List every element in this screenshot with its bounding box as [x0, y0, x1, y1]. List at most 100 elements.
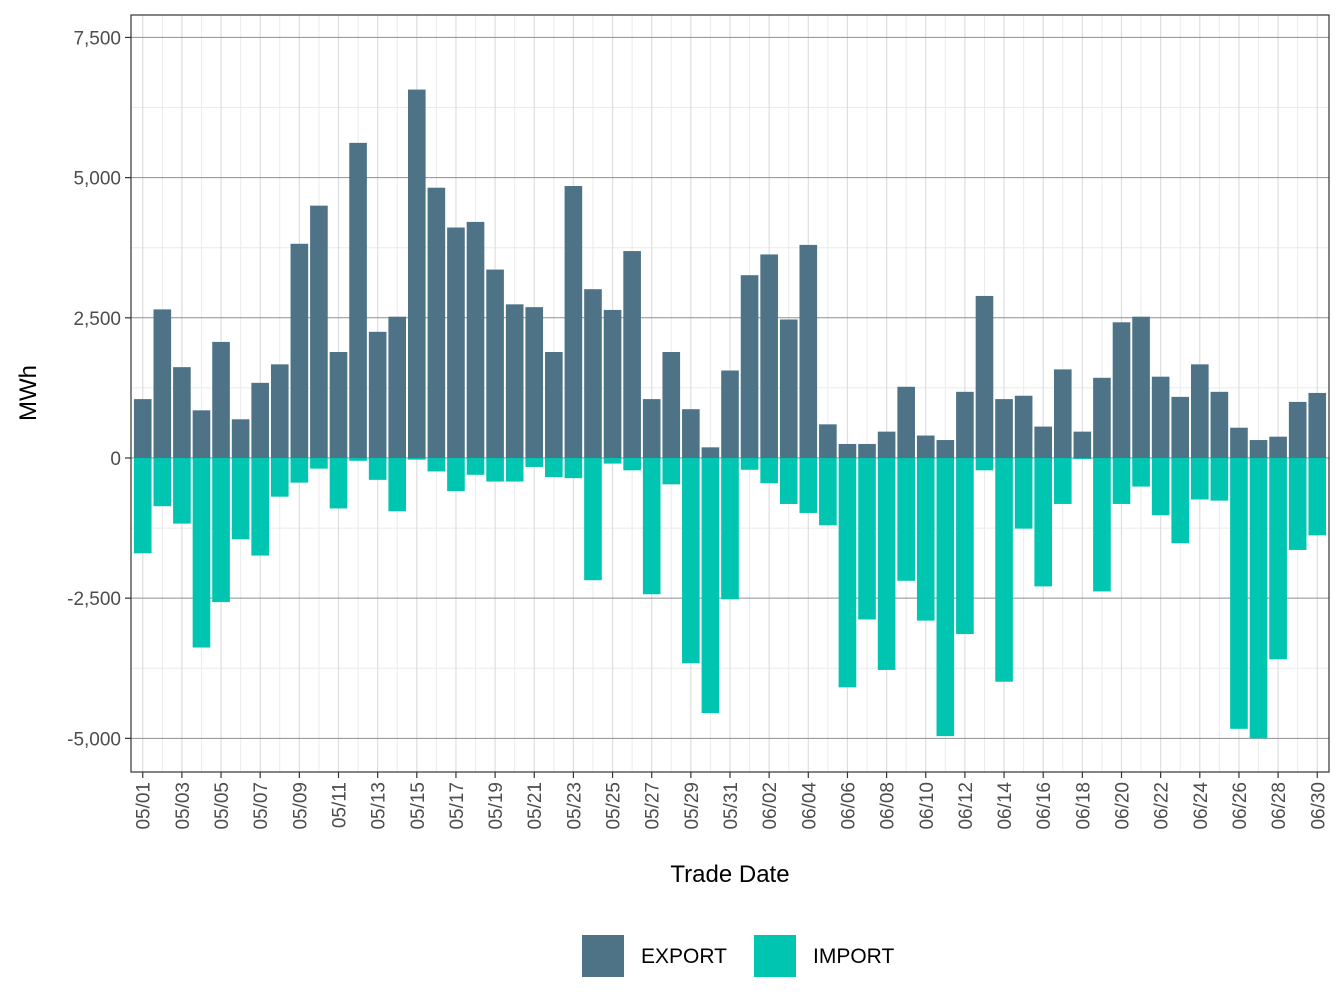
x-tick-label: 05/09	[290, 782, 311, 830]
bar-export-05-22	[545, 352, 563, 458]
bar-import-05-06	[231, 457, 250, 540]
bar-import-06-27	[1249, 457, 1268, 739]
bar-export-06-28	[1269, 436, 1287, 458]
x-tick-label: 06/30	[1308, 782, 1329, 830]
x-tick-label: 05/13	[369, 782, 390, 830]
y-tick-label: -2,500	[67, 589, 121, 610]
bar-export-05-05	[212, 341, 230, 458]
bar-import-06-16	[1034, 457, 1053, 587]
bar-import-05-27	[642, 457, 661, 595]
bar-import-05-22	[545, 457, 563, 478]
bar-import-05-09	[290, 457, 309, 483]
bar-import-05-23	[564, 457, 583, 479]
bars	[133, 89, 1327, 739]
bar-import-06-17	[1053, 457, 1072, 504]
bar-import-06-09	[897, 457, 915, 581]
bar-export-06-27	[1249, 440, 1268, 458]
bar-export-06-03	[779, 319, 798, 458]
bar-import-05-12	[349, 457, 367, 461]
x-tick-label: 06/04	[799, 782, 820, 830]
bar-export-06-06	[838, 443, 857, 458]
bar-import-06-11	[936, 457, 955, 737]
bar-export-06-29	[1288, 401, 1307, 458]
bar-export-06-10	[916, 435, 935, 458]
x-tick-label: 06/06	[838, 782, 859, 830]
bar-import-06-21	[1132, 457, 1150, 487]
legend-label-import: IMPORT	[813, 945, 894, 968]
x-tick-label: 06/02	[760, 782, 781, 830]
bar-export-05-23	[564, 186, 583, 458]
bar-import-06-20	[1112, 457, 1131, 504]
y-tick-label: 2,500	[73, 309, 121, 330]
bar-export-05-16	[427, 187, 446, 458]
bar-import-06-04	[799, 457, 818, 513]
bar-export-06-07	[858, 443, 876, 458]
bar-export-06-17	[1053, 369, 1072, 458]
bar-export-06-12	[956, 391, 974, 458]
bar-import-06-12	[956, 457, 974, 635]
bar-import-05-04	[192, 457, 211, 648]
bar-import-06-07	[858, 457, 876, 620]
bar-export-05-30	[701, 447, 720, 458]
bar-export-06-08	[877, 431, 896, 458]
y-axis: -5,000 -2,500 0 2,500 5,000 7,500	[67, 28, 131, 750]
x-tick-label: 06/20	[1113, 782, 1134, 830]
legend-label-export: EXPORT	[641, 945, 727, 968]
x-axis-title: Trade Date	[670, 861, 789, 888]
bar-import-06-26	[1230, 457, 1248, 729]
bar-import-06-13	[975, 457, 994, 471]
x-tick-label: 05/05	[212, 782, 233, 830]
x-tick-label: 05/19	[486, 782, 507, 830]
bar-import-05-16	[427, 457, 446, 472]
bar-export-06-18	[1073, 431, 1092, 458]
bar-export-05-28	[662, 352, 681, 458]
bar-export-06-11	[936, 440, 955, 458]
x-tick-label: 05/27	[643, 782, 664, 830]
bar-import-05-20	[505, 457, 524, 482]
bar-import-06-14	[995, 457, 1013, 682]
legend: EXPORT IMPORT	[582, 935, 894, 977]
bar-import-06-22	[1151, 457, 1170, 516]
bar-export-05-14	[388, 316, 407, 458]
bar-import-05-25	[603, 457, 622, 464]
x-tick-label: 05/21	[525, 782, 546, 830]
x-tick-label: 05/29	[682, 782, 703, 830]
x-tick-label: 05/17	[447, 782, 468, 830]
bar-import-05-03	[173, 457, 191, 524]
bar-export-05-03	[173, 367, 191, 458]
bar-import-05-26	[623, 457, 641, 471]
bar-export-05-25	[603, 309, 622, 458]
bar-import-05-30	[701, 457, 720, 714]
bar-import-05-14	[388, 457, 407, 512]
x-tick-label: 06/08	[878, 782, 899, 830]
x-tick-label: 05/31	[721, 782, 742, 830]
bar-export-05-27	[642, 399, 661, 458]
bar-import-05-31	[721, 457, 739, 600]
bar-import-05-13	[368, 457, 387, 480]
x-tick-label: 05/03	[173, 782, 194, 830]
x-tick-label: 05/07	[251, 782, 272, 830]
bar-export-06-30	[1308, 392, 1327, 458]
bar-import-05-29	[682, 457, 700, 664]
bar-import-05-11	[329, 457, 348, 509]
y-tick-label: 0	[110, 449, 121, 470]
bar-export-06-23	[1171, 396, 1190, 458]
bar-export-05-21	[525, 307, 544, 458]
bar-export-06-19	[1093, 377, 1111, 458]
bar-export-06-14	[995, 399, 1013, 458]
bar-export-05-04	[192, 410, 211, 458]
bar-import-05-24	[584, 457, 602, 581]
bar-export-05-09	[290, 243, 309, 458]
bar-export-06-09	[897, 386, 915, 458]
bar-import-06-19	[1093, 457, 1111, 592]
bar-import-05-21	[525, 457, 544, 467]
x-tick-label: 06/10	[917, 782, 938, 830]
bar-import-06-24	[1190, 457, 1209, 500]
bar-import-06-23	[1171, 457, 1190, 544]
x-tick-label: 05/15	[408, 782, 429, 830]
bar-import-05-18	[466, 457, 485, 475]
bar-export-06-20	[1112, 322, 1131, 458]
bar-export-05-24	[584, 289, 602, 458]
x-tick-label: 06/26	[1230, 782, 1251, 830]
bar-import-05-05	[212, 457, 230, 603]
